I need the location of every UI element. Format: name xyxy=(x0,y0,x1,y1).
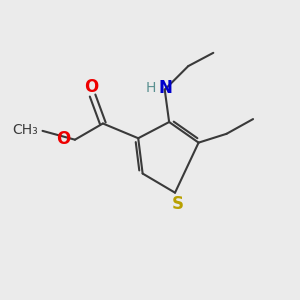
Text: O: O xyxy=(84,78,98,96)
Text: H: H xyxy=(146,81,156,95)
Text: S: S xyxy=(171,195,183,213)
Text: CH₃: CH₃ xyxy=(12,123,38,137)
Text: N: N xyxy=(159,79,173,97)
Text: O: O xyxy=(57,130,71,148)
